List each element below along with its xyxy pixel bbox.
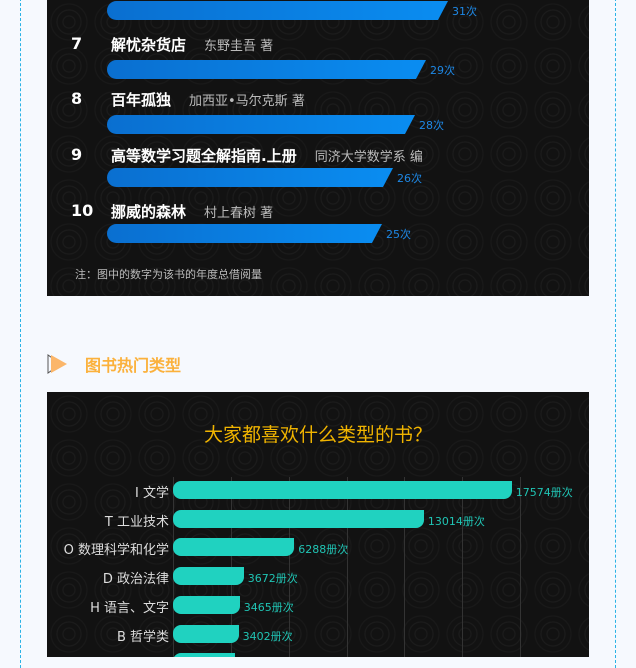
category-label: O 数理科学和化学 [63, 543, 169, 559]
chart-title: 大家都喜欢什么类型的书？ [203, 424, 432, 446]
book-title: 挪威的森林 村上春树 著 [111, 201, 273, 222]
chart-note: 注：图中的数字为该书的年度总借阅量 [75, 268, 262, 281]
bar [173, 481, 512, 499]
book-title: 高等数学习题全解指南.上册 同济大学数学系 编 [111, 145, 423, 166]
bar-value-label: 26次 [397, 172, 422, 185]
book-author: 村上春树 著 [204, 206, 274, 221]
play-triangle-icon [47, 354, 67, 374]
gridline [462, 477, 464, 657]
category-label: B 哲学类 [116, 629, 169, 645]
content-frame [20, 0, 616, 668]
bar-value-label: 3465册次 [243, 600, 294, 614]
book-title-text: 高等数学习题全解指南.上册 [111, 147, 297, 165]
book-title-text: 百年孤独 [111, 91, 172, 109]
book-rank: 10 [71, 201, 94, 220]
bar-value-label: 29次 [430, 64, 455, 77]
top-books-image: 31次 7 解忧杂货店 东野圭吾 著 29次 8 百年孤独 加西亚•马尔克斯 著 28次 9 高等数… [47, 0, 589, 296]
book-author: 同济大学数学系 编 [314, 150, 423, 165]
bar [173, 567, 244, 586]
book-rank: 8 [71, 89, 83, 108]
book-rank: 7 [71, 34, 83, 53]
bar-value-label: 3672册次 [247, 572, 298, 586]
bar [107, 224, 382, 243]
bar-value-label: 17574册次 [515, 486, 573, 499]
bar [107, 115, 415, 134]
book-title-text: 挪威的森林 [111, 203, 187, 221]
gridline [288, 477, 290, 657]
bar [107, 1, 448, 20]
gridline [346, 477, 348, 657]
category-label: H 语言、文字 [90, 600, 169, 616]
book-types-chart: 大家都喜欢什么类型的书？ I 文学 17574册次 T 工业技术 13014册次 O 数… [47, 392, 589, 657]
book-title: 解忧杂货店 东野圭吾 著 [111, 34, 273, 55]
bar [173, 595, 240, 614]
bar-value-label: 3402册次 [242, 629, 293, 643]
bar-value-label: 25次 [386, 228, 411, 241]
gridline [404, 477, 406, 657]
bar-value-label: 31次 [452, 5, 477, 18]
bar [107, 60, 426, 79]
book-author: 加西亚•马尔克斯 著 [189, 94, 305, 109]
book-title: 百年孤独 加西亚•马尔克斯 著 [111, 89, 305, 110]
section-header: 图书热门类型 [47, 352, 181, 376]
bar [173, 624, 239, 643]
gridline [230, 477, 232, 657]
book-title-text: 解忧杂货店 [111, 36, 187, 54]
bar [107, 168, 393, 187]
bar [173, 538, 295, 557]
category-label: I 文学 [135, 486, 169, 501]
bar-partial [173, 653, 235, 657]
gridline [173, 477, 174, 657]
bar-value-label: 13014册次 [427, 514, 485, 528]
section-title: 图书热门类型 [85, 356, 182, 375]
category-label: D 政治法律 [102, 572, 169, 588]
bar [173, 509, 424, 528]
category-label: T 工业技术 [104, 514, 169, 530]
book-author: 东野圭吾 著 [204, 39, 274, 54]
book-rank: 9 [71, 145, 83, 164]
bar-value-label: 6288册次 [298, 543, 349, 557]
gridline [520, 477, 521, 657]
bar-value-label: 28次 [419, 119, 444, 132]
